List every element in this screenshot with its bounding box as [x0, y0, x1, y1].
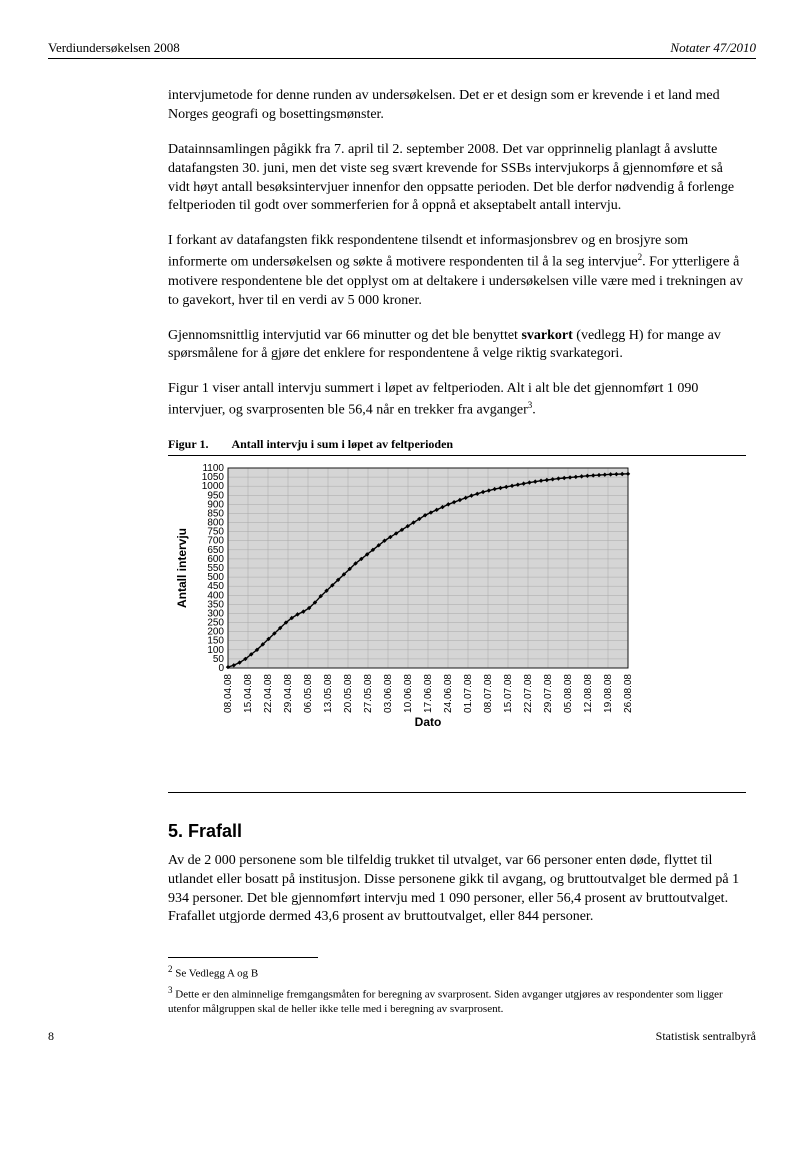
p4-text-a: Gjennomsnittlig intervjutid var 66 minut…	[168, 328, 521, 343]
footnote-3-marker: 3	[168, 985, 173, 995]
header-left: Verdiundersøkelsen 2008	[48, 40, 180, 56]
p5-text-b: .	[532, 403, 536, 418]
svg-text:19.08.08: 19.08.08	[603, 673, 614, 712]
chart-svg: 0501001502002503003504004505005506006507…	[168, 462, 698, 782]
svg-text:22.04.08: 22.04.08	[263, 673, 274, 712]
svg-text:29.04.08: 29.04.08	[283, 673, 294, 712]
svg-text:29.07.08: 29.07.08	[543, 673, 554, 712]
p5-text-a: Figur 1 viser antall intervju summert i …	[168, 381, 698, 418]
figure-caption: Figur 1. Antall intervju i sum i løpet a…	[168, 437, 746, 456]
page-number: 8	[48, 1029, 54, 1044]
svg-text:1100: 1100	[202, 463, 224, 474]
svg-text:15.07.08: 15.07.08	[503, 673, 514, 712]
svg-text:20.05.08: 20.05.08	[343, 673, 354, 712]
figure-title: Antall intervju i sum i løpet av feltper…	[231, 437, 453, 451]
svg-text:15.04.08: 15.04.08	[243, 673, 254, 712]
footnote-2-marker: 2	[168, 964, 173, 974]
publisher: Statistisk sentralbyrå	[656, 1029, 756, 1044]
svg-text:17.06.08: 17.06.08	[423, 673, 434, 712]
paragraph-2: Datainnsamlingen pågikk fra 7. april til…	[168, 141, 746, 217]
svg-text:05.08.08: 05.08.08	[563, 673, 574, 712]
footnote-2-text: Se Vedlegg A og B	[175, 968, 258, 980]
svg-text:03.06.08: 03.06.08	[383, 673, 394, 712]
svg-text:24.06.08: 24.06.08	[443, 673, 454, 712]
paragraph-1: intervjumetode for denne runden av under…	[168, 87, 746, 125]
section-5-body: Av de 2 000 personene som ble tilfeldig …	[168, 852, 746, 928]
page-footer: 8 Statistisk sentralbyrå	[48, 1029, 756, 1044]
svg-text:12.08.08: 12.08.08	[583, 673, 594, 712]
svg-text:06.05.08: 06.05.08	[303, 673, 314, 712]
footnote-rule	[168, 957, 318, 958]
p3-text-a: I forkant av datafangsten fikk responden…	[168, 233, 688, 270]
figure-label: Figur 1.	[168, 437, 208, 451]
paragraph-3: I forkant av datafangsten fikk responden…	[168, 232, 746, 310]
svg-text:01.07.08: 01.07.08	[463, 673, 474, 712]
paragraph-5: Figur 1 viser antall intervju summert i …	[168, 380, 746, 420]
p4-bold: svarkort	[521, 328, 572, 343]
svg-text:13.05.08: 13.05.08	[323, 673, 334, 712]
svg-text:22.07.08: 22.07.08	[523, 673, 534, 712]
body-column: intervjumetode for denne runden av under…	[168, 87, 746, 1017]
page-header: Verdiundersøkelsen 2008 Notater 47/2010	[48, 40, 756, 59]
header-right: Notater 47/2010	[670, 40, 756, 56]
svg-text:Dato: Dato	[415, 715, 442, 729]
svg-text:08.04.08: 08.04.08	[223, 673, 234, 712]
paragraph-4: Gjennomsnittlig intervjutid var 66 minut…	[168, 327, 746, 365]
section-5-heading: 5. Frafall	[168, 821, 746, 842]
svg-text:Antall intervju: Antall intervju	[175, 528, 189, 608]
svg-text:26.08.08: 26.08.08	[623, 673, 634, 712]
footnote-2: 2 Se Vedlegg A og B	[168, 964, 746, 981]
svg-text:10.06.08: 10.06.08	[403, 673, 414, 712]
svg-text:27.05.08: 27.05.08	[363, 673, 374, 712]
svg-text:08.07.08: 08.07.08	[483, 673, 494, 712]
footnote-3-text: Dette er den alminnelige fremgangsmåten …	[168, 989, 723, 1015]
footnote-3: 3 Dette er den alminnelige fremgangsmåte…	[168, 985, 746, 1016]
figure-1-chart: 0501001502002503003504004505005506006507…	[168, 462, 746, 793]
